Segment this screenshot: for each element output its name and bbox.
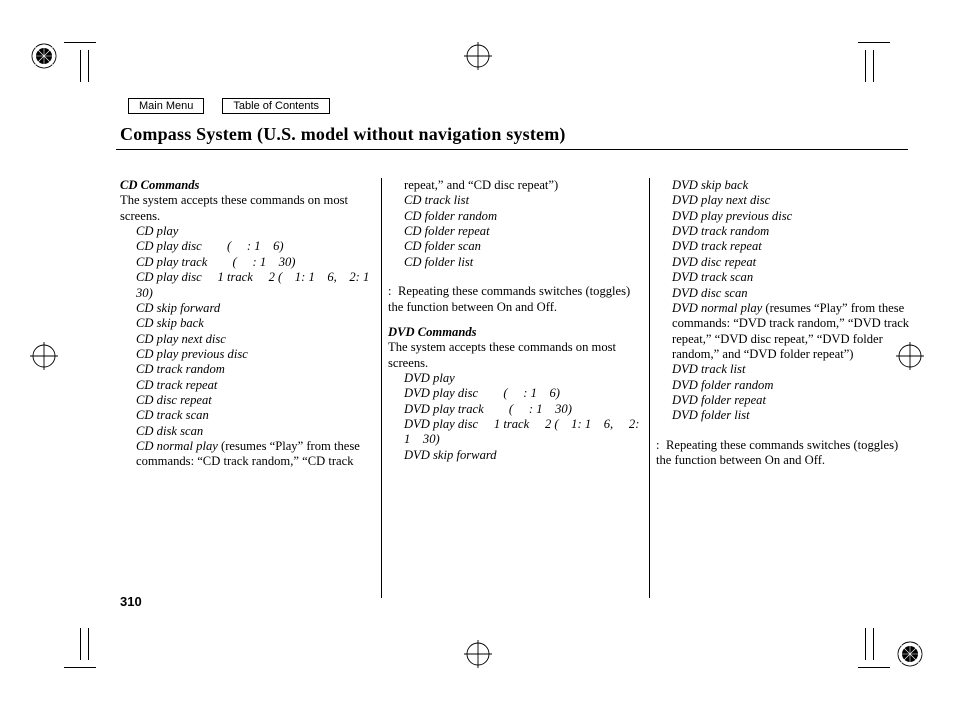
cd-cmd: CD play track ( : 1 30): [136, 255, 374, 270]
cd-cmd: CD folder repeat: [404, 224, 642, 239]
dvd-cmd: DVD folder random: [672, 378, 910, 393]
cd-intro: The system accepts these commands on mos…: [120, 193, 374, 224]
cd-cmd: CD play disc ( : 1 6): [136, 239, 374, 254]
body-text: CD Commands The system accepts these com…: [120, 178, 910, 598]
main-menu-button[interactable]: Main Menu: [128, 98, 204, 114]
page-number: 310: [120, 594, 142, 609]
registration-mark-mid-left: [30, 342, 58, 370]
dvd-cmd: DVD play disc ( : 1 6): [404, 386, 642, 401]
dvd-cmd: DVD folder repeat: [672, 393, 910, 408]
cd-cmd: CD skip forward: [136, 301, 374, 316]
cd-cmd: CD play previous disc: [136, 347, 374, 362]
nav-buttons: Main Menu Table of Contents: [128, 98, 330, 114]
registration-mark-top-center: [464, 42, 492, 70]
dvd-cmd: DVD track repeat: [672, 239, 910, 254]
cd-cmd: CD track list: [404, 193, 642, 208]
registration-mark-top-left: [30, 42, 58, 70]
cd-cmd: CD play next disc: [136, 332, 374, 347]
registration-mark-bottom-center: [464, 640, 492, 668]
cd-normal-play-cmd: CD normal play: [136, 439, 218, 453]
registration-mark-bottom-right: [896, 640, 924, 668]
toc-button[interactable]: Table of Contents: [222, 98, 330, 114]
cd-toggle-note: :Repeating these commands switches (togg…: [388, 284, 642, 315]
dvd-cmd: DVD disc scan: [672, 286, 910, 301]
dvd-toggle-note: :Repeating these commands switches (togg…: [656, 438, 910, 469]
cd-toggle-text: Repeating these commands switches (toggl…: [388, 284, 630, 313]
title-rule: [116, 149, 908, 150]
dvd-heading: DVD Commands: [388, 325, 642, 340]
dvd-cmd: DVD play previous disc: [672, 209, 910, 224]
dvd-cmd: DVD track list: [672, 362, 910, 377]
dvd-cmd: DVD play disc 1 track 2 ( 1: 1 6, 2: 1 3…: [404, 417, 642, 448]
cd-heading: CD Commands: [120, 178, 374, 193]
cd-cmd: CD folder list: [404, 255, 642, 270]
dvd-cmd: DVD track random: [672, 224, 910, 239]
dvd-cmd: DVD play next disc: [672, 193, 910, 208]
cd-cmd: CD track repeat: [136, 378, 374, 393]
cd-cmd: CD play: [136, 224, 374, 239]
dvd-intro: The system accepts these commands on mos…: [388, 340, 642, 371]
dvd-normal-play: DVD normal play (resumes “Play” from the…: [672, 301, 910, 362]
dvd-normal-play-cmd: DVD normal play: [672, 301, 762, 315]
dvd-cmd: DVD play: [404, 371, 642, 386]
dvd-toggle-text: Repeating these commands switches (toggl…: [656, 438, 898, 467]
cd-cmd: CD disc repeat: [136, 393, 374, 408]
cd-cmd: CD track scan: [136, 408, 374, 423]
page-title: Compass System (U.S. model without navig…: [120, 124, 566, 145]
dvd-cmd: DVD skip back: [672, 178, 910, 193]
cd-cmd: CD folder random: [404, 209, 642, 224]
cd-cmd: CD skip back: [136, 316, 374, 331]
dvd-cmd: DVD disc repeat: [672, 255, 910, 270]
cd-cmd: CD play disc 1 track 2 ( 1: 1 6, 2: 1 30…: [136, 270, 374, 301]
dvd-cmd: DVD track scan: [672, 270, 910, 285]
dvd-cmd: DVD skip forward: [404, 448, 642, 463]
cd-cmd: CD track random: [136, 362, 374, 377]
cd-cmd: CD disk scan: [136, 424, 374, 439]
cd-cmd: CD folder scan: [404, 239, 642, 254]
dvd-cmd: DVD play track ( : 1 30): [404, 402, 642, 417]
dvd-cmd: DVD folder list: [672, 408, 910, 423]
